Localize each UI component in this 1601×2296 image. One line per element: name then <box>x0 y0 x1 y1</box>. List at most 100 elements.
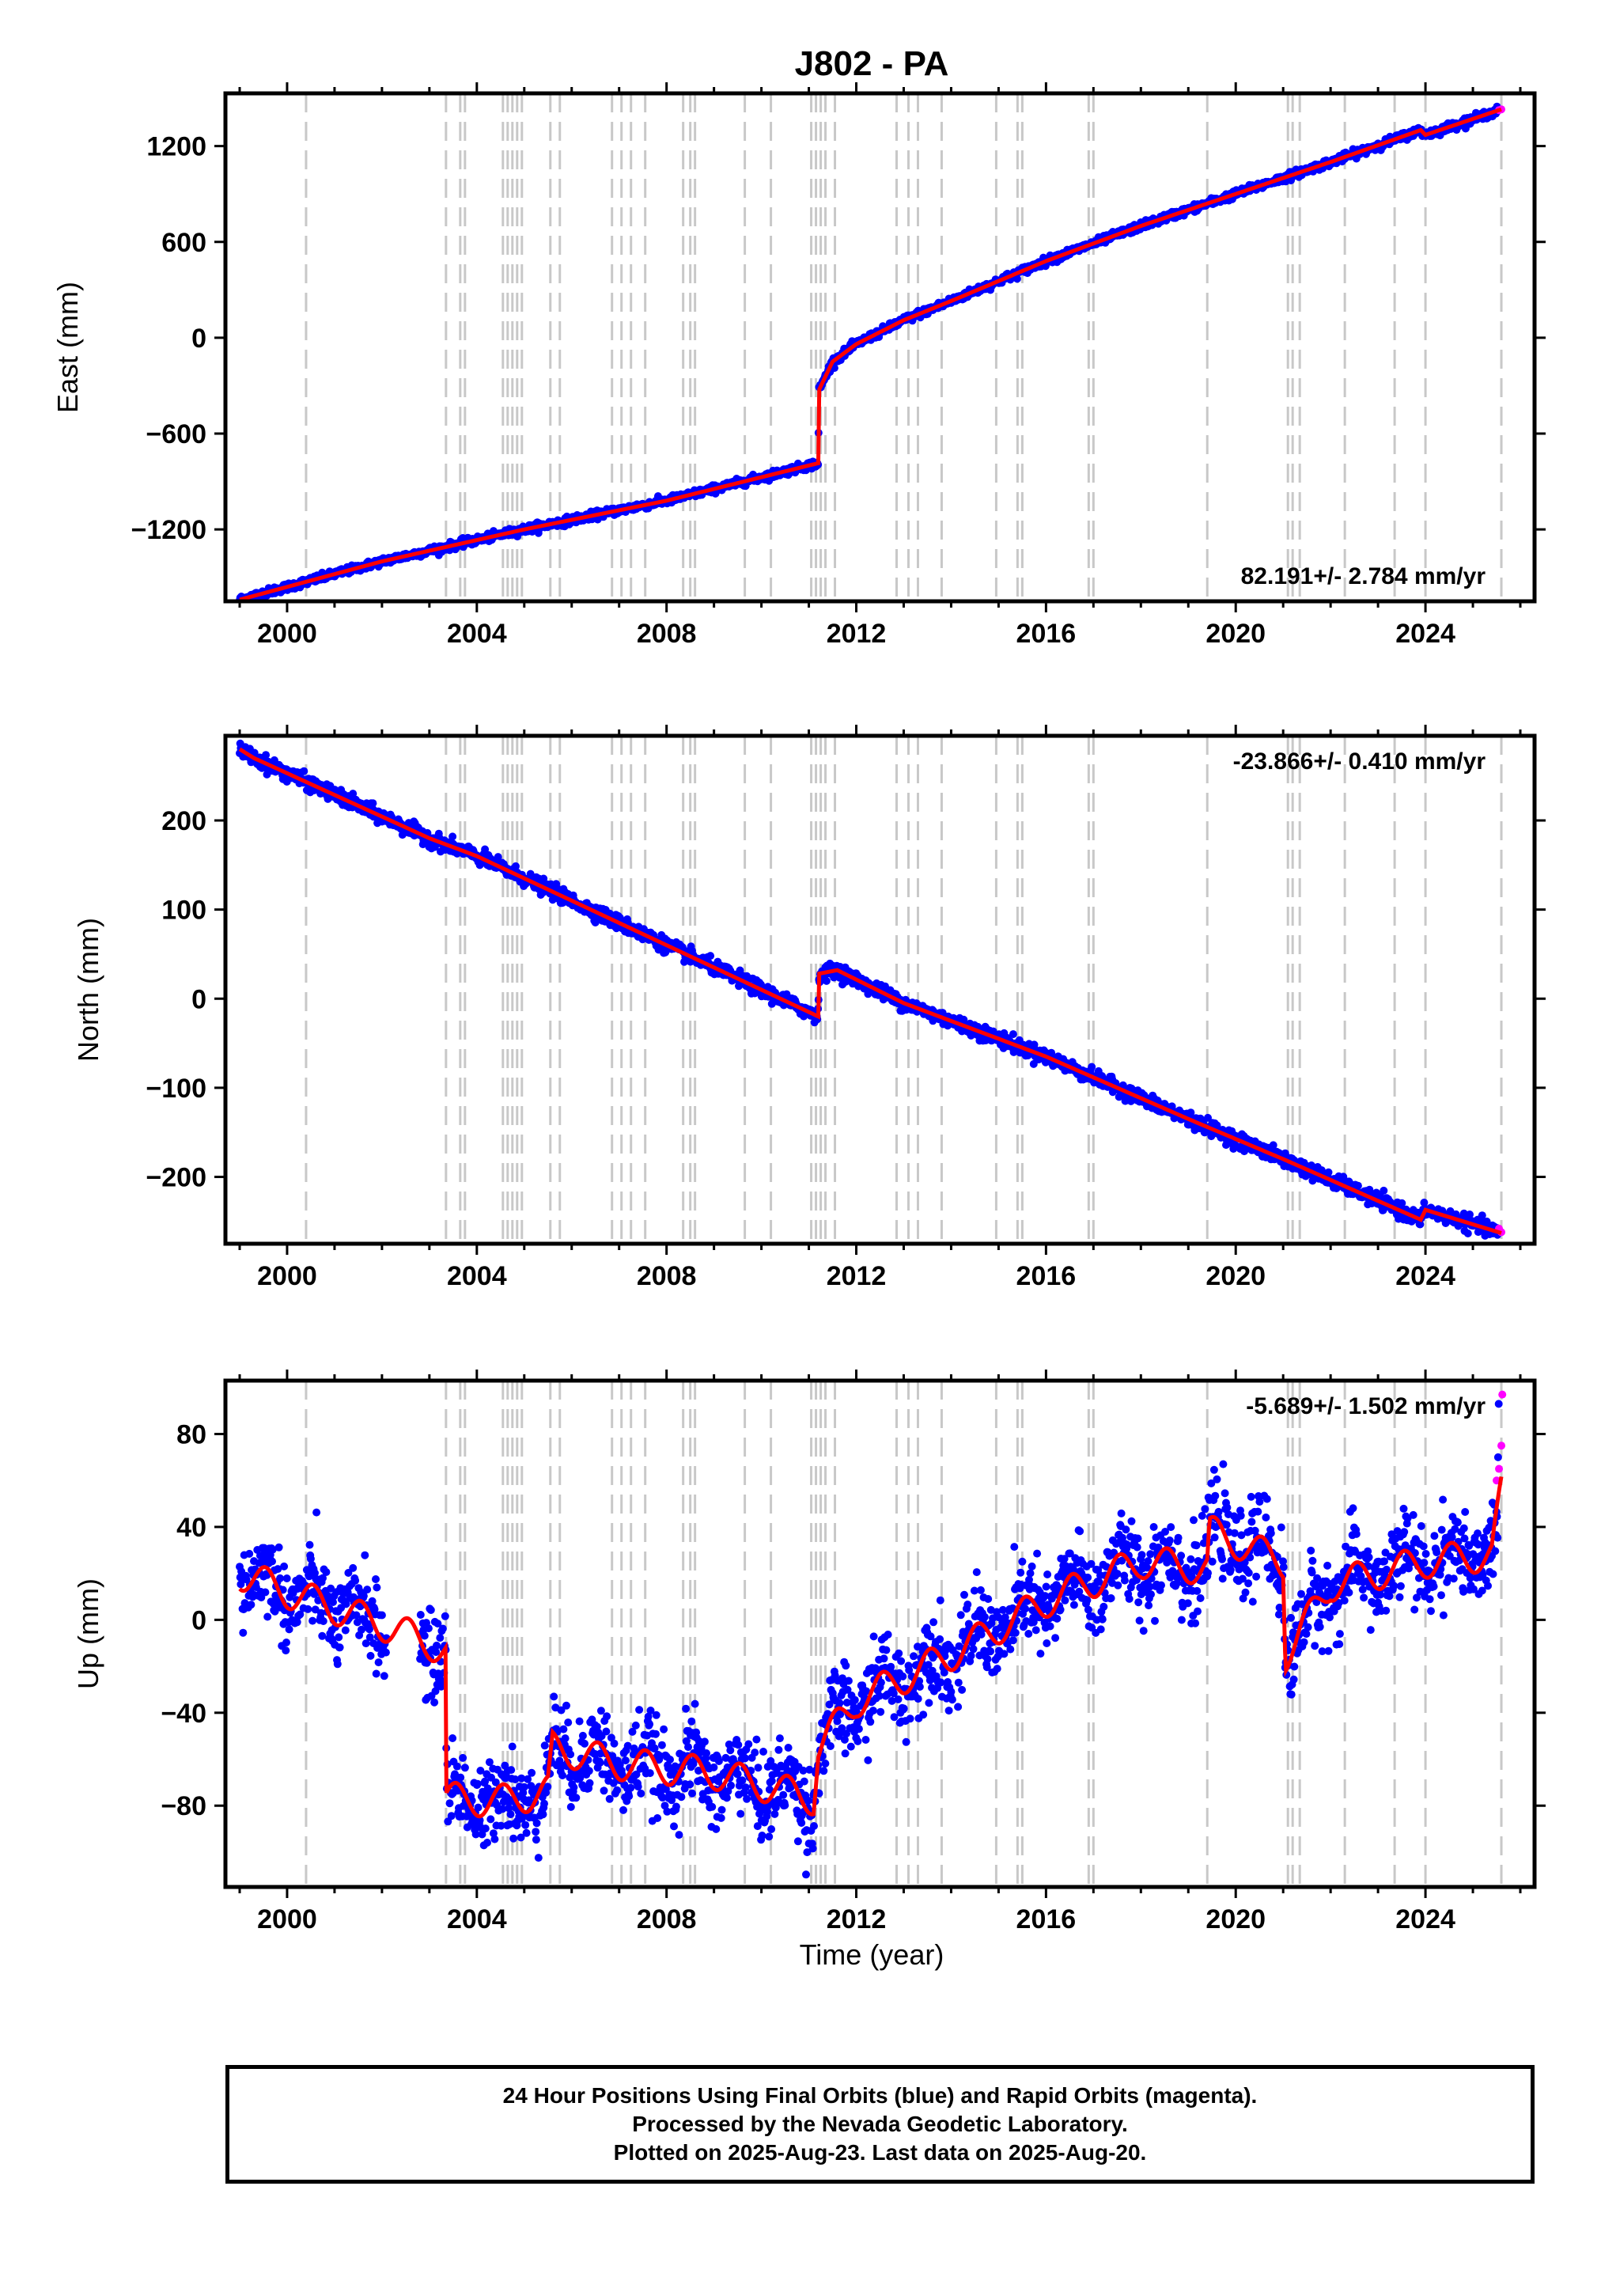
y-axis-label: North (mm) <box>72 918 104 1062</box>
plot-frame <box>223 733 1537 1246</box>
data-point <box>1012 275 1021 283</box>
data-point <box>305 1540 314 1549</box>
data-point <box>358 1625 365 1634</box>
data-point <box>306 1555 315 1563</box>
x-tick-label: 2004 <box>447 1261 507 1291</box>
velocity-label: -23.866+/- 0.410 mm/yr <box>1233 748 1486 775</box>
data-point <box>268 1557 276 1566</box>
data-point <box>553 884 562 892</box>
plot-area <box>236 93 1506 601</box>
data-point <box>296 1610 305 1619</box>
data-point <box>311 1569 319 1578</box>
data-point <box>372 1575 380 1583</box>
data-point <box>274 1543 283 1552</box>
final-orbit-points <box>236 102 1503 601</box>
data-point <box>372 1669 380 1678</box>
data-point <box>319 1574 327 1582</box>
data-point <box>1420 1199 1429 1207</box>
data-point <box>1187 1108 1195 1117</box>
data-point <box>312 1508 321 1517</box>
data-point <box>276 1574 285 1582</box>
data-point <box>363 1586 372 1594</box>
data-point <box>369 799 377 808</box>
data-point <box>365 1625 373 1634</box>
y-tick-label: 1200 <box>146 132 206 162</box>
data-point <box>1380 1186 1388 1195</box>
data-point <box>237 1580 245 1589</box>
data-point <box>449 832 457 841</box>
data-point <box>261 1588 270 1597</box>
data-point <box>349 1563 358 1572</box>
x-tick-label: 2020 <box>1205 1261 1266 1291</box>
east-panel: 2000 2004 2008 2012 2016 2020 2024−1200−600060… <box>51 82 1546 649</box>
data-point <box>1353 1181 1362 1190</box>
data-point <box>361 1639 370 1648</box>
data-point <box>481 845 490 854</box>
data-point <box>282 1639 290 1646</box>
data-point <box>262 751 271 760</box>
data-point <box>494 853 502 862</box>
x-tick-label: 2016 <box>1016 619 1077 649</box>
plot-area <box>236 1381 1507 1887</box>
data-point <box>1478 1211 1486 1220</box>
data-point <box>308 1616 317 1625</box>
data-point <box>280 1562 289 1570</box>
data-point <box>359 1592 368 1601</box>
data-point <box>374 1658 383 1667</box>
y-axis-label: East (mm) <box>51 282 84 413</box>
x-tick-label: 2024 <box>1395 1261 1455 1291</box>
data-point <box>1416 1220 1425 1229</box>
x-tick-label: 2012 <box>827 619 887 649</box>
data-point <box>268 1545 277 1554</box>
data-point <box>327 1584 335 1593</box>
y-tick-label: 0 <box>191 984 206 1014</box>
model-line <box>239 107 1502 601</box>
data-point <box>539 874 548 883</box>
data-point <box>319 1617 327 1625</box>
y-tick-label: −100 <box>146 1074 206 1104</box>
x-tick-label: 2020 <box>1205 619 1266 649</box>
x-tick-label: 2008 <box>637 619 697 649</box>
data-point <box>365 1633 374 1642</box>
x-tick-label: 2012 <box>827 1261 887 1291</box>
data-point <box>271 1607 279 1616</box>
data-point <box>1269 1141 1277 1150</box>
data-point <box>1009 1030 1017 1039</box>
data-point <box>293 1618 301 1627</box>
data-point <box>318 1631 327 1640</box>
data-point <box>285 1625 293 1634</box>
data-point <box>263 1612 272 1621</box>
data-point <box>381 1648 390 1657</box>
data-point <box>245 1549 254 1558</box>
data-point <box>342 1600 350 1608</box>
data-point <box>1463 1229 1472 1237</box>
data-point <box>822 976 831 985</box>
data-point <box>239 1628 248 1637</box>
data-point <box>329 1598 337 1606</box>
data-point <box>366 1651 375 1660</box>
data-point <box>416 1611 425 1619</box>
figure-title: J802 - PA <box>795 44 949 83</box>
y-tick-label: −200 <box>146 1163 206 1193</box>
data-point <box>512 862 520 870</box>
data-point <box>380 1672 388 1680</box>
data-point <box>352 1611 361 1620</box>
data-point <box>1324 1168 1333 1176</box>
data-point <box>377 1611 386 1620</box>
data-point <box>361 1551 369 1559</box>
data-point <box>373 1583 381 1592</box>
data-point <box>247 1601 255 1609</box>
data-point <box>341 1626 350 1635</box>
data-point <box>333 1660 342 1669</box>
data-point <box>1088 1063 1096 1071</box>
x-tick-label: 2024 <box>1395 619 1455 649</box>
plot-frame <box>223 91 1537 604</box>
data-point <box>324 1592 333 1601</box>
x-tick-label: 2000 <box>257 1261 317 1291</box>
plot-area <box>236 736 1506 1244</box>
data-point <box>1398 1199 1406 1207</box>
data-point <box>335 1643 344 1652</box>
data-point <box>349 790 358 798</box>
data-point <box>1466 1211 1474 1218</box>
y-tick-label: −1200 <box>131 515 207 545</box>
